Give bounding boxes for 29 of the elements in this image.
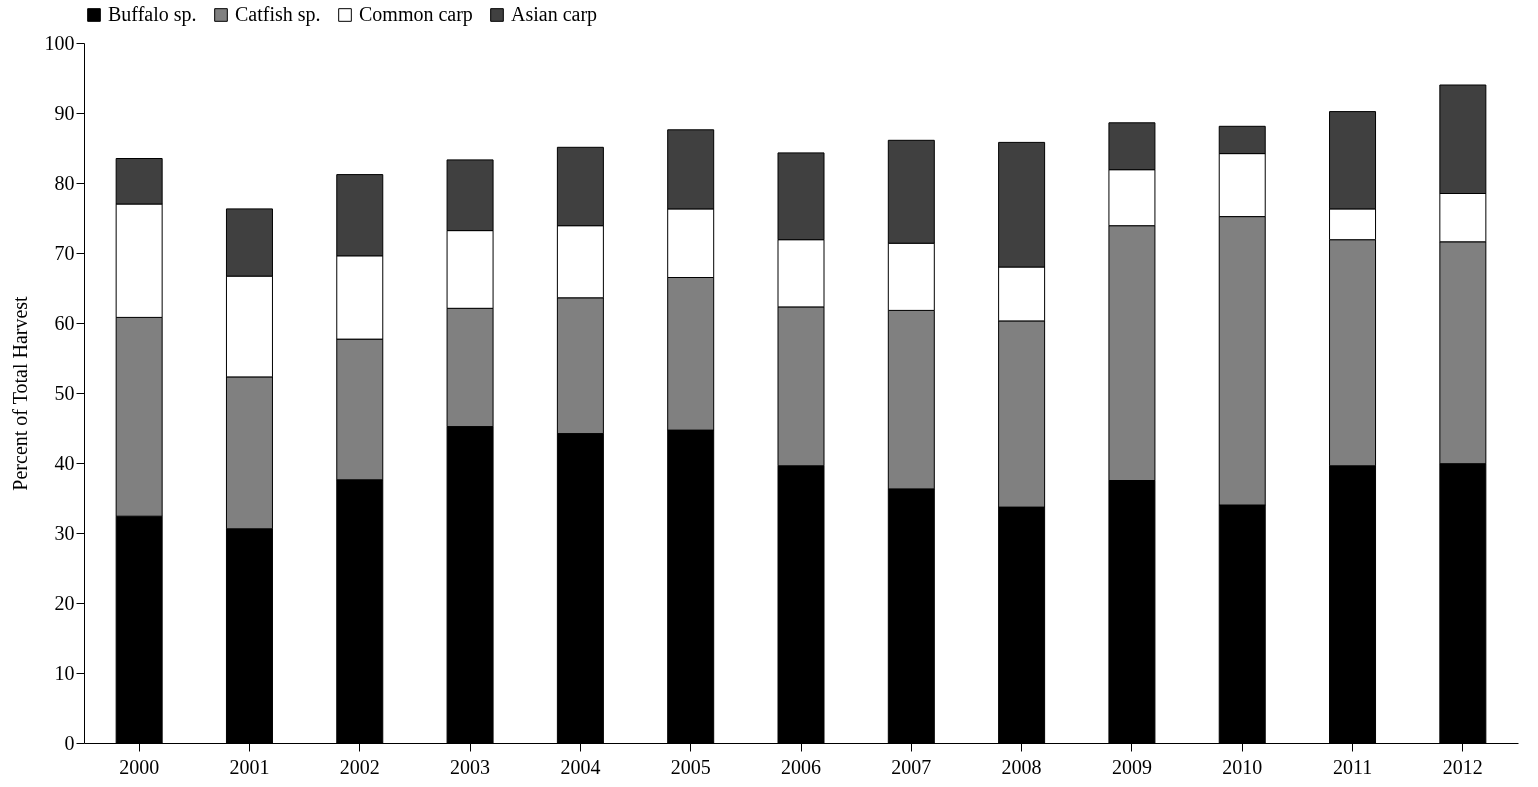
x-tick-label: 2007: [891, 755, 932, 778]
x-tick-label: 2006: [781, 755, 821, 778]
x-tick-label: 2004: [560, 755, 601, 778]
y-tick-label: 80: [54, 171, 75, 194]
y-tick-label: 90: [54, 101, 75, 124]
y-tick-label: 50: [54, 381, 75, 404]
x-tick-label: 2009: [1111, 755, 1152, 778]
legend-label: Asian carp: [511, 3, 598, 26]
legend-label: Catfish sp.: [235, 3, 321, 26]
y-tick-label: 100: [44, 31, 75, 54]
x-tick-label: 2008: [1001, 755, 1042, 778]
y-tick-label: 20: [54, 591, 75, 614]
x-tick-label: 2000: [119, 755, 160, 778]
x-tick-label: 2012: [1442, 755, 1483, 778]
x-tick-label: 2010: [1222, 755, 1263, 778]
y-tick-label: 30: [54, 521, 75, 544]
x-tick-label: 2011: [1332, 755, 1373, 778]
y-axis-title: Percent of Total Harvest: [8, 295, 31, 491]
y-tick-label: 60: [54, 311, 75, 334]
legend-label: Buffalo sp.: [108, 3, 197, 26]
x-tick-label: 2003: [450, 755, 491, 778]
x-tick-label: 2001: [229, 755, 270, 778]
legend-label: Common carp: [359, 3, 473, 26]
y-tick-label: 70: [54, 241, 75, 264]
y-tick-label: 0: [64, 731, 75, 754]
x-tick-label: 2005: [670, 755, 711, 778]
y-tick-label: 10: [54, 661, 75, 684]
x-tick-label: 2002: [339, 755, 380, 778]
y-tick-label: 40: [54, 451, 75, 474]
